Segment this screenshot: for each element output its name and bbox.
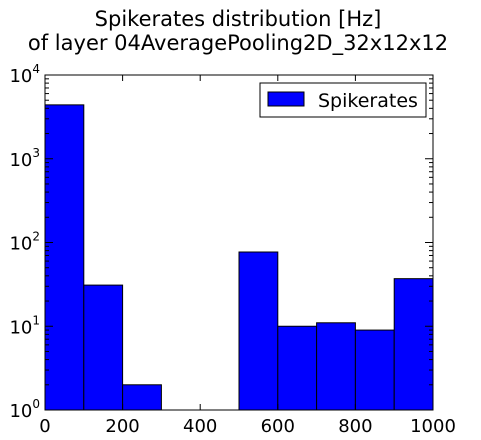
y-axis: 100 101 102 103 104 [9,62,433,422]
legend: Spikerates [259,82,427,118]
x-axis: 0 200 400 600 800 1000 [39,75,456,437]
histogram-bar [83,284,124,411]
histogram-bar [238,251,279,411]
y-tick-label: 101 [9,313,40,338]
x-tick-label: 800 [338,416,372,437]
histogram-bar [393,278,434,411]
y-tick-label: 104 [9,62,40,87]
chart-title-line-2: of layer 04AveragePooling2D_32x12x12 [28,31,448,56]
chart-title-line-1: Spikerates distribution [Hz] [95,7,382,31]
y-tick-label: 103 [9,146,40,171]
histogram-bar [277,325,318,411]
legend-label: Spikerates [318,90,418,112]
y-tick-label: 102 [9,230,40,255]
x-tick-label: 600 [261,416,295,437]
x-tick-label: 400 [183,416,217,437]
histogram-bar [316,322,356,411]
y-tick-label: 100 [9,397,40,422]
histogram-bar [122,384,162,411]
legend-swatch [267,91,305,107]
histogram-bar [354,329,395,411]
x-tick-label: 1000 [410,416,456,437]
bars-group [44,104,434,411]
x-tick-label: 0 [39,416,50,437]
x-tick-label: 200 [105,416,139,437]
histogram-bar [44,104,85,411]
